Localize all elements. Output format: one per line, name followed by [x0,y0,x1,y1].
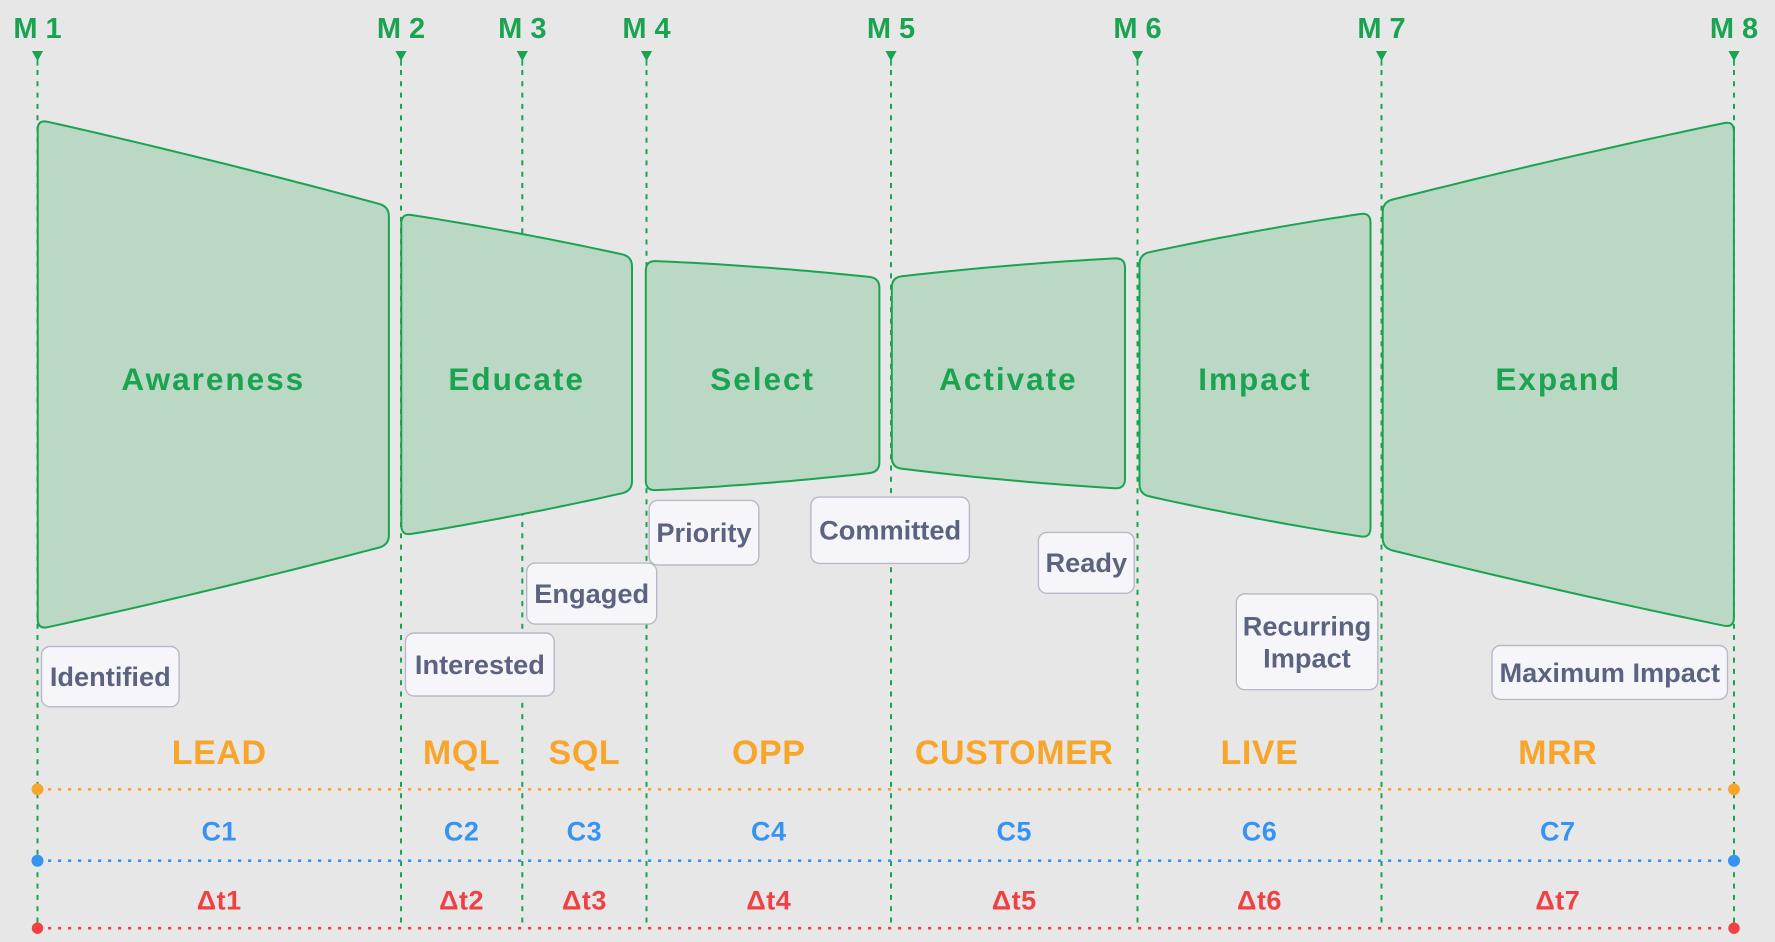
svg-text:M 1: M 1 [13,13,61,45]
svg-text:C6: C6 [1242,817,1278,847]
svg-text:Interested: Interested [415,649,545,680]
svg-text:CUSTOMER: CUSTOMER [915,734,1114,772]
svg-text:M 2: M 2 [377,13,425,45]
svg-text:SQL: SQL [549,734,621,772]
svg-text:Δt1: Δt1 [197,886,242,916]
svg-text:MRR: MRR [1518,734,1597,772]
svg-text:Activate: Activate [939,361,1078,397]
svg-text:Impact: Impact [1198,361,1312,397]
svg-text:Δt7: Δt7 [1535,886,1580,916]
svg-text:OPP: OPP [732,734,806,772]
svg-text:M 4: M 4 [622,13,670,45]
svg-text:M 3: M 3 [498,13,546,45]
svg-text:C2: C2 [444,817,480,847]
svg-text:C7: C7 [1540,817,1576,847]
svg-text:C5: C5 [996,817,1032,847]
svg-text:Engaged: Engaged [534,578,649,609]
svg-text:M 6: M 6 [1113,13,1161,45]
svg-text:M 8: M 8 [1710,13,1758,45]
svg-text:Awareness: Awareness [121,361,305,397]
svg-text:Select: Select [710,361,815,397]
svg-text:Δt5: Δt5 [992,886,1037,916]
svg-text:Δt6: Δt6 [1237,886,1282,916]
svg-text:Committed: Committed [819,515,961,546]
svg-text:MQL: MQL [423,734,500,772]
svg-text:Recurring: Recurring [1243,610,1371,641]
svg-text:Priority: Priority [656,517,751,548]
svg-text:LEAD: LEAD [172,734,267,772]
svg-text:Δt3: Δt3 [562,886,607,916]
svg-text:LIVE: LIVE [1221,734,1299,772]
svg-text:Ready: Ready [1045,547,1127,578]
svg-text:Identified: Identified [50,661,171,692]
svg-text:Expand: Expand [1495,361,1621,397]
svg-text:Impact: Impact [1263,642,1351,673]
svg-text:Δt4: Δt4 [746,886,791,916]
svg-text:Maximum Impact: Maximum Impact [1500,657,1721,688]
svg-text:M 7: M 7 [1357,13,1405,45]
svg-text:C1: C1 [201,817,237,847]
svg-text:Educate: Educate [448,361,585,397]
svg-text:C3: C3 [567,817,603,847]
svg-text:C4: C4 [751,817,787,847]
svg-text:M 5: M 5 [867,13,915,45]
svg-text:Δt2: Δt2 [439,886,484,916]
